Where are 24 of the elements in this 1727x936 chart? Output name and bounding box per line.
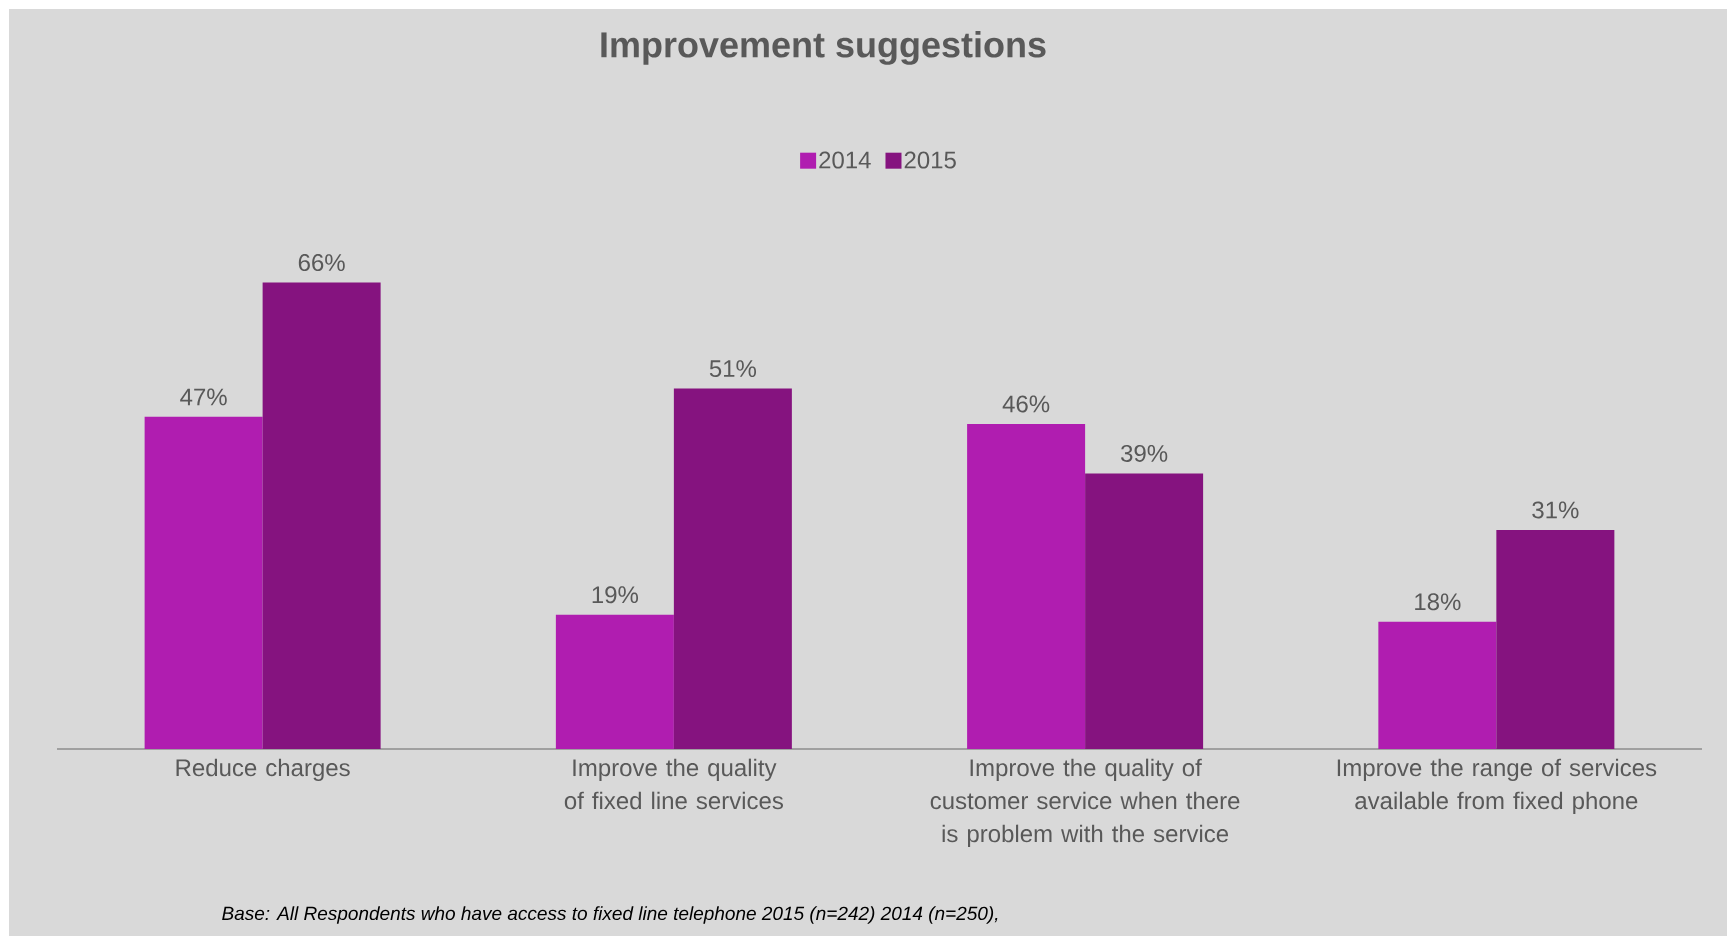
data-label: 47% <box>180 388 227 406</box>
legend-label: 2015 <box>904 151 956 169</box>
bar <box>1085 473 1204 749</box>
x-tick-label: Improve the quality of customer service when there is problem with the service <box>930 758 1240 848</box>
data-label: 39% <box>1121 444 1168 462</box>
x-tick-label: Improve the range of services available from fixed phone <box>1337 758 1657 815</box>
x-tick-label: Reduce charges <box>176 758 350 782</box>
bar <box>673 388 792 749</box>
bar <box>555 614 674 749</box>
data-label: 46% <box>1002 395 1050 413</box>
text: Base: All Respondents who have access to fixed line telephone 2015 (n=242) 2014 (n=250), <box>222 906 998 924</box>
bar <box>1378 621 1497 749</box>
legend-label: 2014 <box>819 151 871 169</box>
bar <box>262 282 381 749</box>
bar <box>967 423 1086 749</box>
data-label: 66% <box>298 254 345 272</box>
data-label: 51% <box>709 360 757 378</box>
data-label: 18% <box>1415 593 1461 611</box>
bar <box>1496 529 1615 749</box>
data-label: 19% <box>592 586 639 604</box>
chart-title: Improvement suggestions <box>601 31 1046 65</box>
bar <box>144 416 263 749</box>
data-label: 31% <box>1532 501 1579 519</box>
x-tick-label: Improve the quality of fixed line services <box>564 758 783 810</box>
